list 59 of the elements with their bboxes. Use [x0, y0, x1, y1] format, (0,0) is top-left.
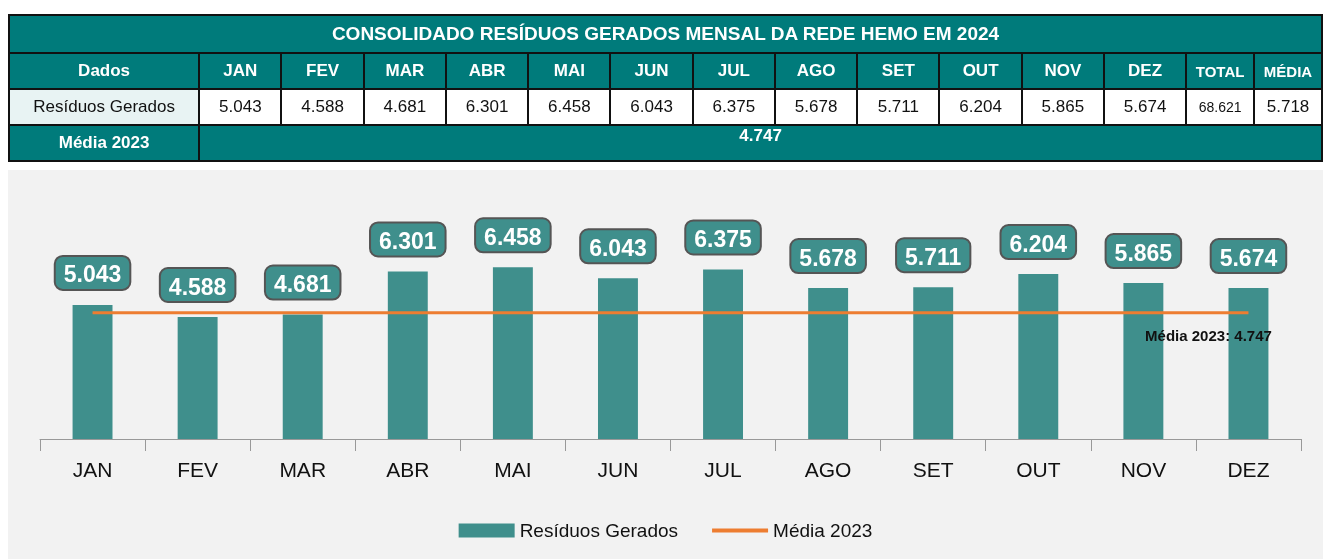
text: 5.718 — [1254, 89, 1322, 125]
text: 6.458 — [548, 97, 591, 116]
legend-label: Resíduos Gerados — [519, 520, 679, 541]
text: TOTAL — [1186, 53, 1255, 89]
category-label: FEV — [306, 61, 340, 80]
x-tick-label: MAI — [494, 458, 532, 481]
text: 6.375 — [712, 97, 756, 116]
category-label: DEZ — [1128, 61, 1163, 80]
text: 5.674 — [1123, 97, 1167, 116]
text: 4.681 — [383, 97, 427, 116]
category-label: SET — [881, 61, 915, 80]
text: 6.043 — [630, 97, 673, 116]
data-label: 6.204 — [1009, 230, 1068, 257]
x-tick-label: FEV — [177, 458, 219, 481]
text: 4.588 — [301, 97, 344, 116]
chart-title: CONSOLIDADO RESÍDUOS GERADOS MENSAL DA REDE HEMO EM 2024 — [9, 15, 1322, 53]
text: 5.865 — [1041, 97, 1085, 116]
category-label: OUT — [962, 61, 999, 80]
data-label: 6.458 — [484, 223, 542, 250]
data-label: 5.043 — [63, 261, 122, 288]
data-label: 5.678 — [799, 244, 858, 271]
data-label: 6.375 — [694, 225, 753, 252]
text: 68.621 — [1186, 89, 1255, 125]
x-tick-label: ABR — [386, 458, 430, 481]
x-tick-label: JUL — [704, 458, 742, 481]
data-label: 5.674 — [1219, 244, 1278, 271]
category-label: ABR — [468, 61, 506, 80]
text: 5.678 — [794, 97, 838, 116]
data-label: 6.043 — [589, 234, 647, 261]
category-label: JAN — [223, 61, 258, 80]
category-label: JUN — [634, 61, 669, 80]
x-tick-label: MAR — [279, 458, 327, 481]
text: Resíduos Gerados — [33, 97, 175, 116]
text: Média 2023 — [9, 125, 200, 161]
text: 5.043 — [219, 97, 262, 116]
text: MÉDIA — [1254, 53, 1322, 89]
category-label: MAI — [553, 61, 585, 80]
category-label: JUL — [717, 61, 750, 80]
data-label: 5.865 — [1114, 239, 1173, 266]
x-tick-label: NOV — [1120, 458, 1167, 481]
x-tick-label: DEZ — [1227, 458, 1270, 481]
category-label: MAR — [385, 61, 425, 80]
x-tick-label: SET — [912, 458, 954, 481]
x-tick-label: OUT — [1016, 458, 1061, 481]
data-label: 6.301 — [379, 227, 437, 254]
text: 6.204 — [959, 97, 1002, 116]
category-label: NOV — [1044, 61, 1082, 80]
text: Dados — [9, 53, 200, 89]
text: 4.747 — [199, 125, 1322, 161]
data-label: 4.681 — [273, 271, 332, 298]
category-label: AGO — [796, 61, 836, 80]
x-tick-label: JUN — [597, 458, 639, 481]
legend-label: Média 2023 — [773, 520, 873, 541]
text: 5.711 — [877, 97, 919, 116]
x-tick-label: AGO — [804, 458, 852, 481]
data-label: 5.711 — [905, 243, 962, 270]
text: 6.301 — [465, 97, 509, 116]
x-tick-label: JAN — [72, 458, 113, 481]
data-label: 4.588 — [168, 273, 227, 300]
